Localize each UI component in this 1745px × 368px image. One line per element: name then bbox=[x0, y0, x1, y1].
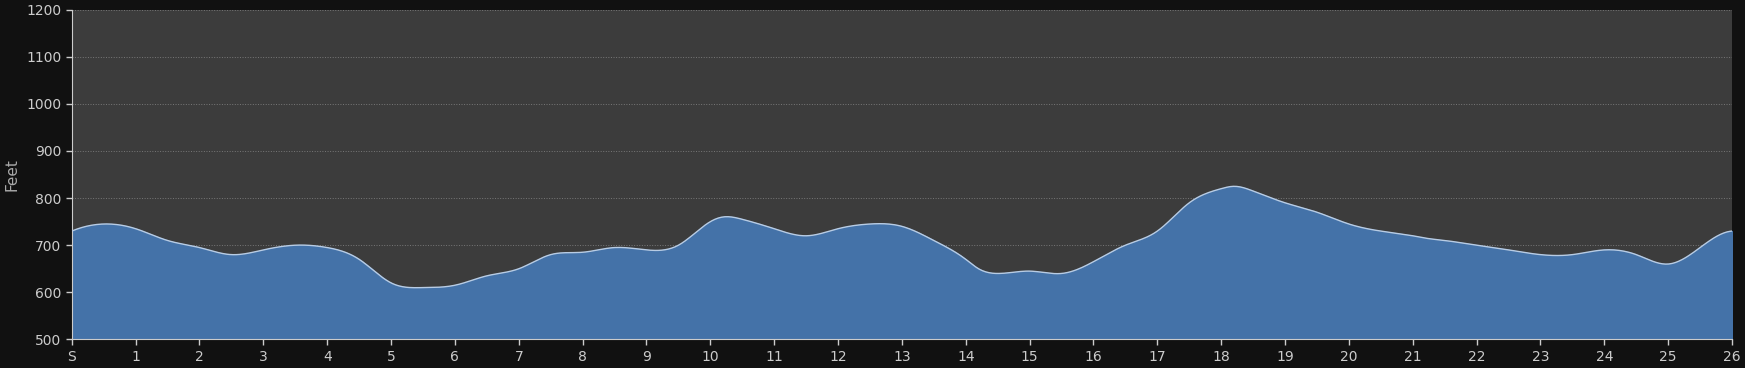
Y-axis label: Feet: Feet bbox=[3, 158, 19, 191]
